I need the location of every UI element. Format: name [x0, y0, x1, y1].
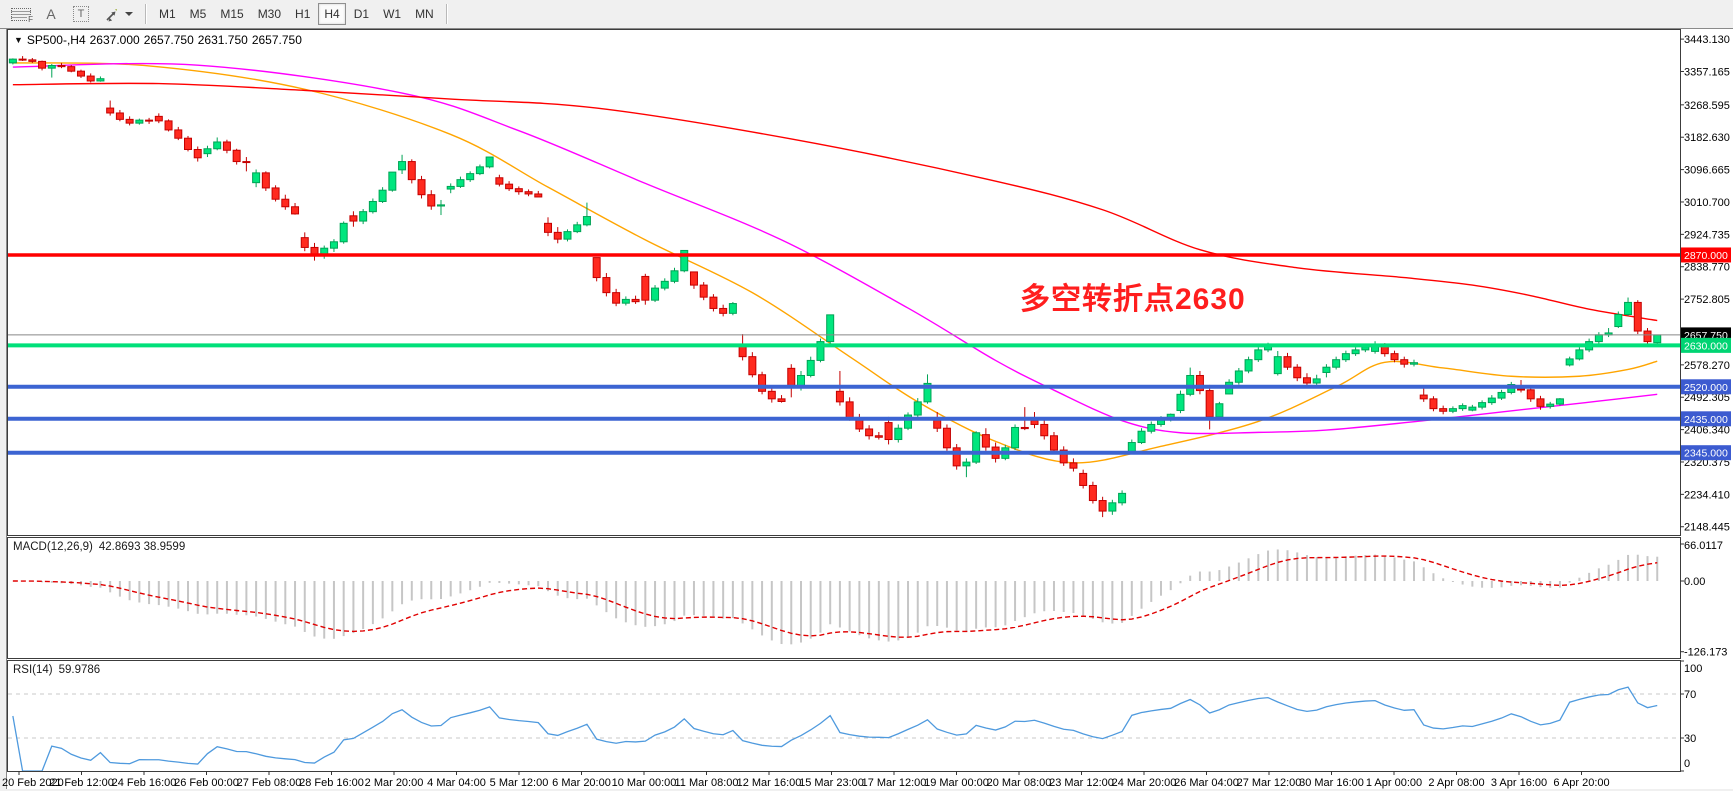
- svg-text:27 Feb 08:00: 27 Feb 08:00: [237, 777, 302, 789]
- ohlc-open: 2637.000: [89, 33, 140, 47]
- svg-text:2 Apr 08:00: 2 Apr 08:00: [1428, 777, 1484, 789]
- svg-text:11 Mar 08:00: 11 Mar 08:00: [674, 777, 738, 789]
- svg-text:28 Feb 16:00: 28 Feb 16:00: [299, 777, 364, 789]
- svg-text:24 Feb 16:00: 24 Feb 16:00: [112, 777, 177, 789]
- timeframe-button-M15[interactable]: M15: [220, 7, 244, 21]
- svg-text:70: 70: [1684, 689, 1696, 701]
- svg-text:-126.173: -126.173: [1684, 647, 1727, 659]
- svg-text:2345.000: 2345.000: [1684, 448, 1728, 460]
- ohlc-low: 2631.750: [197, 33, 248, 47]
- svg-text:15 Mar 23:00: 15 Mar 23:00: [799, 777, 864, 789]
- svg-text:0: 0: [1684, 758, 1690, 770]
- svg-text:6 Apr 20:00: 6 Apr 20:00: [1553, 777, 1609, 789]
- timeframe-button-M1[interactable]: M1: [159, 7, 176, 21]
- svg-text:5 Mar 12:00: 5 Mar 12:00: [490, 777, 549, 789]
- ohlc-high: 2657.750: [143, 33, 194, 47]
- symbol-dropdown-icon[interactable]: ▼: [14, 35, 23, 45]
- timeframe-button-W1[interactable]: W1: [383, 7, 402, 21]
- svg-text:26 Feb 00:00: 26 Feb 00:00: [174, 777, 239, 789]
- svg-text:2406.340: 2406.340: [1684, 425, 1730, 437]
- chevron-down-icon[interactable]: [124, 12, 133, 16]
- rsi-label: RSI(14) 59.9786: [13, 664, 101, 676]
- symbol-name: SP500-,H4: [26, 33, 86, 47]
- ohlc-close: 2657.750: [251, 33, 302, 47]
- object-arrows-icon[interactable]: [98, 3, 138, 25]
- svg-text:6 Mar 20:00: 6 Mar 20:00: [552, 777, 611, 789]
- svg-text:2924.735: 2924.735: [1684, 229, 1730, 241]
- price-axis[interactable]: [1682, 30, 1733, 771]
- svg-text:20 Mar 08:00: 20 Mar 08:00: [987, 777, 1052, 789]
- svg-text:2578.270: 2578.270: [1684, 360, 1730, 372]
- macd-label: MACD(12,26,9) 42.8693 38.9599: [13, 541, 186, 553]
- toolbar-separator: [145, 4, 147, 24]
- timeframe-button-H4[interactable]: H4: [318, 3, 346, 25]
- svg-text:3 Apr 16:00: 3 Apr 16:00: [1491, 777, 1547, 789]
- timeframe-button-D1[interactable]: D1: [353, 7, 370, 21]
- text-label-icon[interactable]: A: [46, 6, 56, 22]
- svg-text:30 Mar 16:00: 30 Mar 16:00: [1299, 777, 1364, 789]
- svg-text:2870.000: 2870.000: [1684, 250, 1728, 262]
- timeframe-button-M30[interactable]: M30: [257, 7, 282, 21]
- svg-text:24 Mar 20:00: 24 Mar 20:00: [1112, 777, 1177, 789]
- svg-text:3268.595: 3268.595: [1684, 100, 1730, 112]
- svg-text:0.00: 0.00: [1684, 576, 1705, 588]
- svg-text:2148.445: 2148.445: [1684, 522, 1730, 534]
- svg-text:2 Mar 20:00: 2 Mar 20:00: [365, 777, 424, 789]
- svg-text:20 Feb 2020: 20 Feb 2020: [2, 777, 64, 789]
- svg-text:27 Mar 12:00: 27 Mar 12:00: [1237, 777, 1302, 789]
- svg-text:17 Mar 12:00: 17 Mar 12:00: [862, 777, 927, 789]
- svg-text:3096.665: 3096.665: [1684, 165, 1730, 177]
- svg-text:3357.165: 3357.165: [1684, 66, 1730, 78]
- svg-text:2234.410: 2234.410: [1684, 489, 1730, 501]
- svg-text:2520.000: 2520.000: [1684, 382, 1728, 394]
- text-tool-icon[interactable]: T: [68, 3, 94, 25]
- svg-text:19 Mar 00:00: 19 Mar 00:00: [924, 777, 989, 789]
- svg-text:4 Mar 04:00: 4 Mar 04:00: [427, 777, 486, 789]
- svg-text:26 Mar 04:00: 26 Mar 04:00: [1174, 777, 1239, 789]
- timeframe-button-H1[interactable]: H1: [295, 7, 311, 21]
- time-axis[interactable]: [8, 771, 1680, 789]
- svg-text:23 Mar 12:00: 23 Mar 12:00: [1049, 777, 1114, 789]
- svg-text:2492.305: 2492.305: [1684, 392, 1730, 404]
- grid-glyph: [11, 7, 31, 21]
- svg-text:2838.770: 2838.770: [1684, 262, 1730, 274]
- line-studies-grid-icon[interactable]: F: [8, 3, 34, 25]
- svg-text:3010.700: 3010.700: [1684, 197, 1730, 209]
- chart-annotation-text: 多空转折点2630: [1020, 283, 1246, 316]
- svg-text:3182.630: 3182.630: [1684, 132, 1730, 144]
- timeframe-button-M5[interactable]: M5: [189, 7, 207, 21]
- chart-title: ▼ SP500-,H4 2637.000 2657.750 2631.750 2657.7…: [14, 33, 306, 47]
- timeframe-button-group: M1 M5 M15 M30 H1 H4 D1 W1 MN: [152, 3, 441, 25]
- toolbar: F A T M1 M5 M15 M30 H1 H4 D1 W1 MN: [0, 0, 1733, 28]
- svg-text:30: 30: [1684, 733, 1696, 745]
- svg-text:2630.000: 2630.000: [1684, 340, 1728, 352]
- svg-text:2752.805: 2752.805: [1684, 294, 1730, 306]
- arrows-glyph: [105, 8, 117, 21]
- grid-f-label: F: [27, 15, 33, 24]
- svg-text:66.0117: 66.0117: [1684, 540, 1723, 552]
- candlestick-chart[interactable]: 3443.130 3357.165 3268.595 3182.630 3096.665…: [0, 28, 1733, 791]
- svg-text:3443.130: 3443.130: [1684, 34, 1730, 46]
- toolbar-separator: [445, 4, 448, 24]
- svg-text:2435.000: 2435.000: [1684, 414, 1728, 426]
- svg-text:1 Apr 00:00: 1 Apr 00:00: [1366, 777, 1422, 789]
- timeframe-button-MN[interactable]: MN: [415, 7, 434, 21]
- svg-text:21 Feb 12:00: 21 Feb 12:00: [49, 777, 114, 789]
- svg-text:12 Mar 16:00: 12 Mar 16:00: [737, 777, 802, 789]
- svg-text:100: 100: [1684, 663, 1702, 675]
- svg-text:10 Mar 00:00: 10 Mar 00:00: [612, 777, 677, 789]
